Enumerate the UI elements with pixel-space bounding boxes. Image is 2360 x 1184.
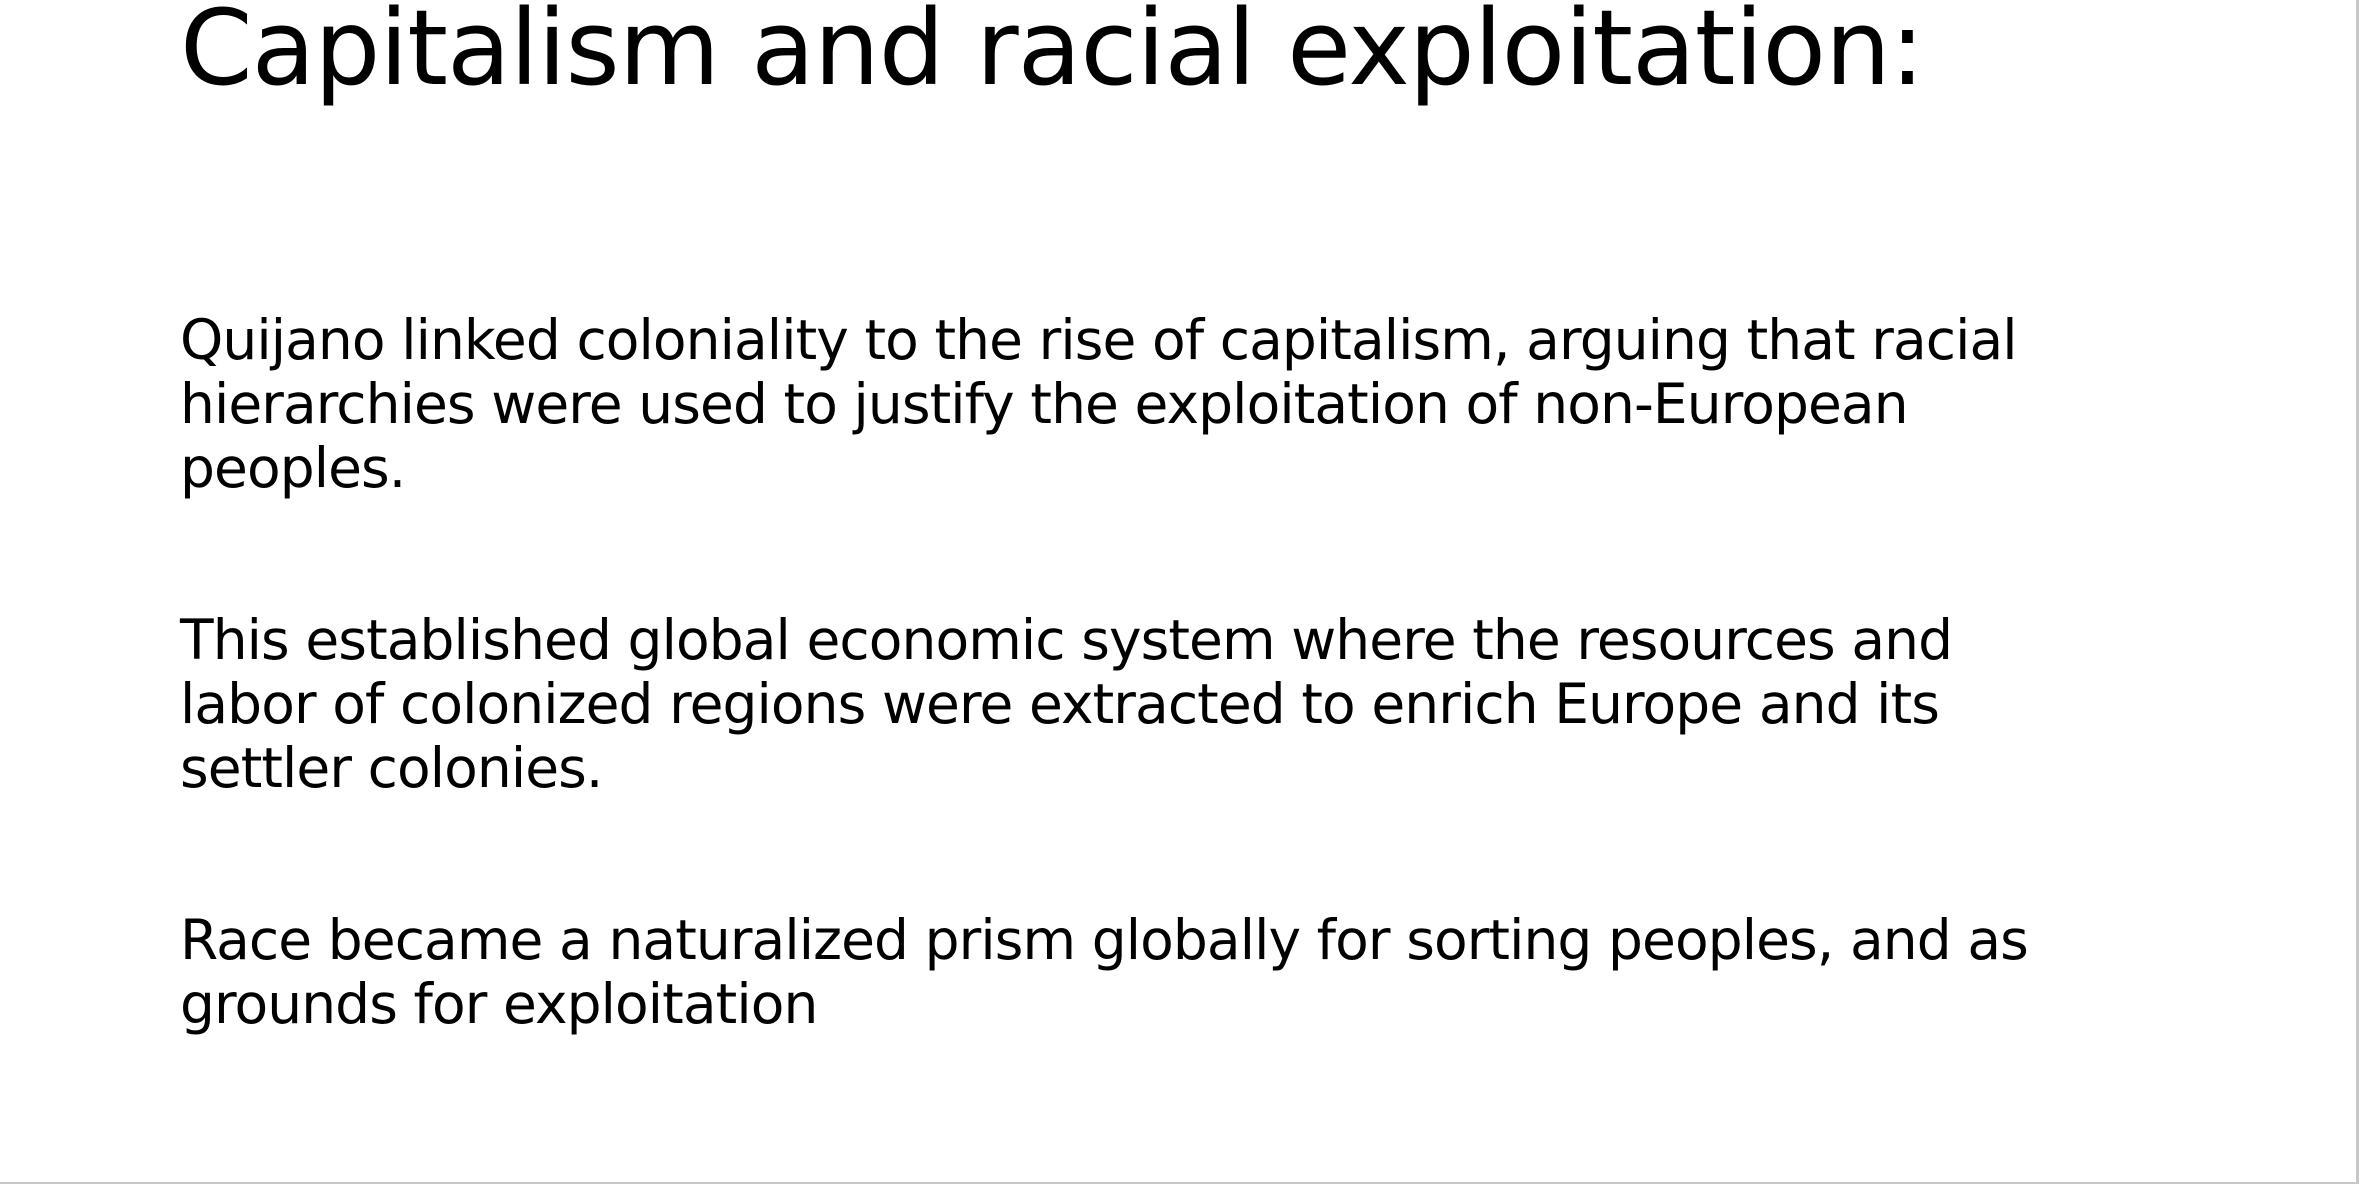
bullet-line: Quijano linked coloniality to the rise o… [180, 308, 2018, 372]
bullet-paragraph: Race became a naturalized prism globally… [180, 908, 2180, 1036]
bullet-paragraph: This established global economic system … [180, 608, 2180, 800]
bullet-line: grounds for exploitation [180, 972, 818, 1036]
bullet-line: labor of colonized regions were extracte… [180, 672, 1940, 736]
bullet-line: peoples. [180, 436, 406, 500]
slide-title: Capitalism and racial exploitation: [180, 0, 1925, 109]
bullet-line: Race became a naturalized prism globally… [180, 908, 2029, 972]
bullet-line: settler colonies. [180, 736, 603, 800]
slide-body: Quijano linked coloniality to the rise o… [180, 308, 2180, 1036]
bullet-line: hierarchies were used to justify the exp… [180, 372, 1909, 436]
bullet-line: This established global economic system … [180, 608, 1953, 672]
bullet-paragraph: Quijano linked coloniality to the rise o… [180, 308, 2180, 500]
